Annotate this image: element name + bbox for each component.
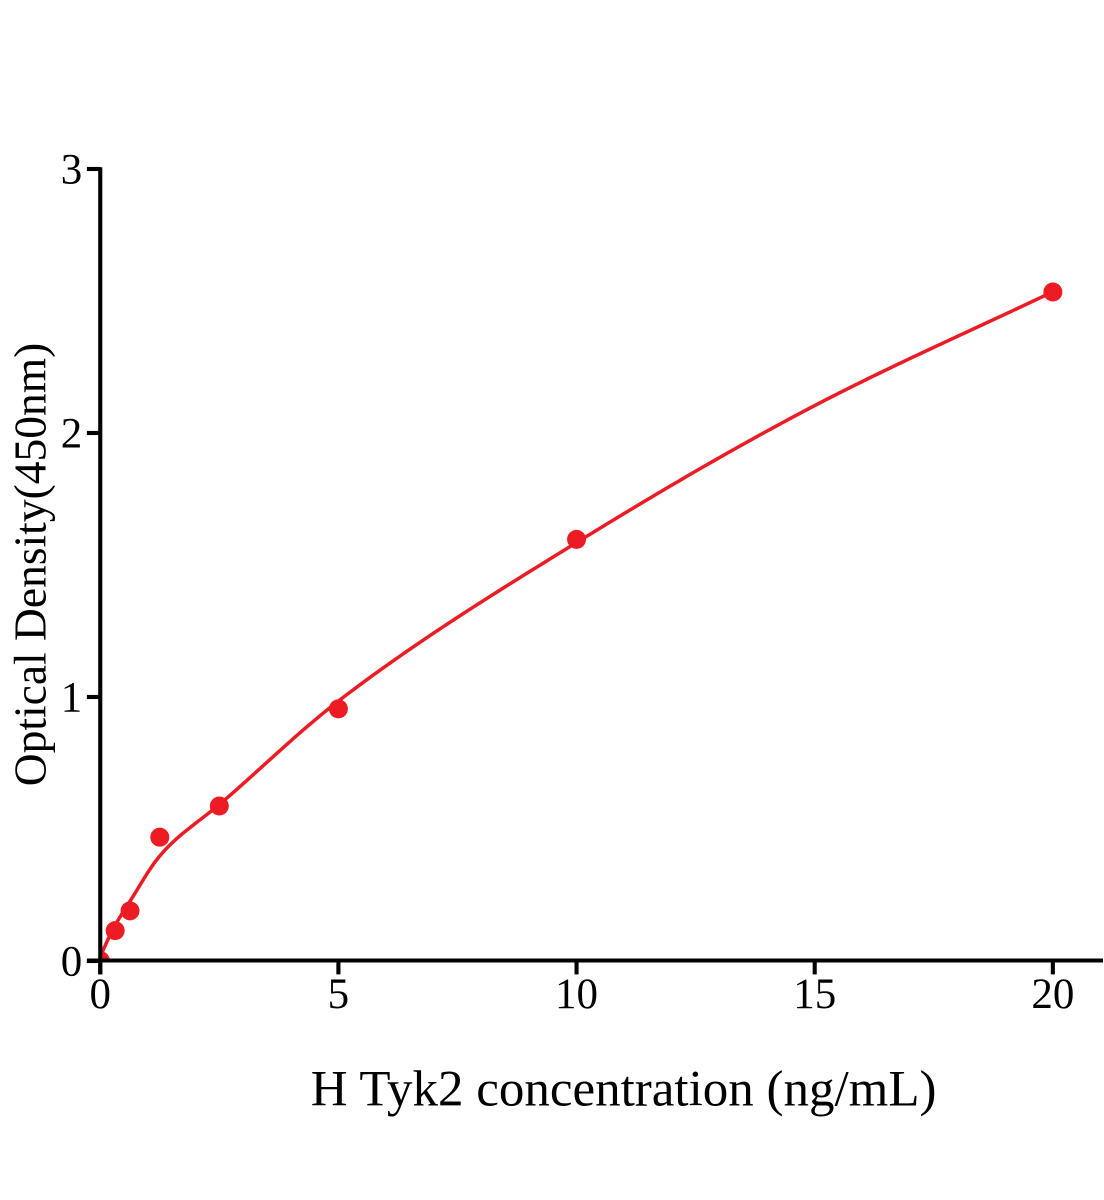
svg-text:3: 3 bbox=[61, 146, 83, 193]
svg-text:2: 2 bbox=[61, 410, 83, 457]
svg-text:20: 20 bbox=[1031, 971, 1074, 1018]
svg-text:0: 0 bbox=[90, 971, 112, 1018]
svg-text:Optical Density(450nm): Optical Density(450nm) bbox=[4, 343, 55, 787]
svg-text:1: 1 bbox=[61, 674, 83, 721]
svg-text:5: 5 bbox=[328, 971, 350, 1018]
svg-text:15: 15 bbox=[793, 971, 836, 1018]
svg-text:H Tyk2 concentration (ng/mL): H Tyk2 concentration (ng/mL) bbox=[311, 1061, 937, 1117]
svg-text:0: 0 bbox=[61, 938, 83, 985]
svg-text:10: 10 bbox=[555, 971, 598, 1018]
